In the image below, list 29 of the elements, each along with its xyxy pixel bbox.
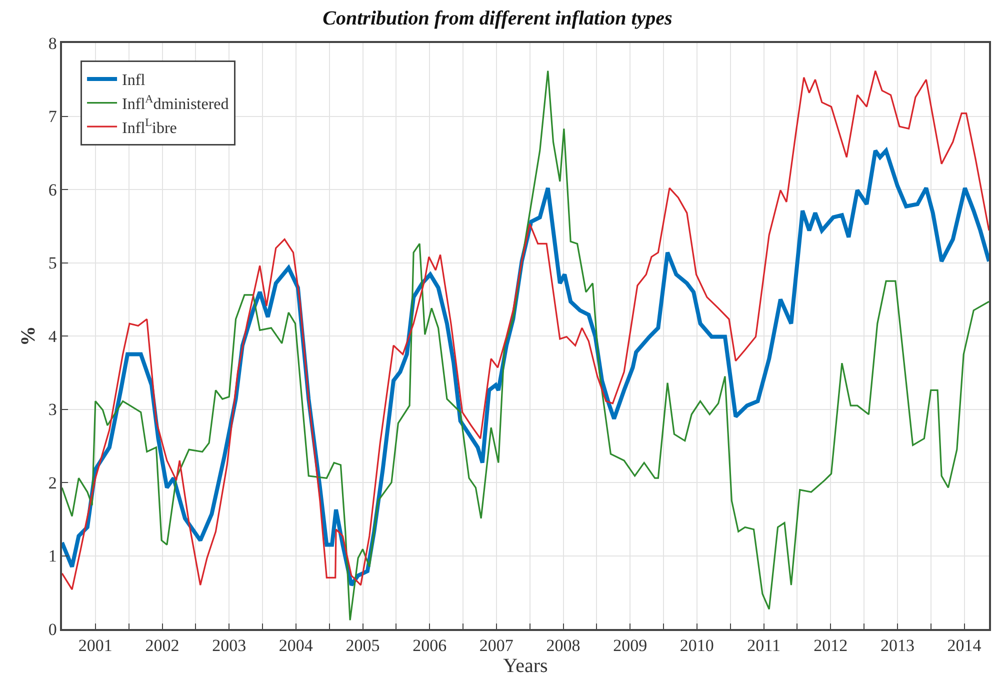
legend-label: Infl <box>122 72 146 90</box>
x-tick-label: 2010 <box>680 636 714 656</box>
x-tick-label: 2007 <box>479 636 514 656</box>
y-tick-label: 5 <box>48 254 57 273</box>
y-tick-label: 7 <box>48 107 58 126</box>
x-tick-label: 2008 <box>546 636 580 656</box>
x-tick-label: 2005 <box>346 636 380 656</box>
x-tick-label: 2009 <box>613 636 648 656</box>
y-tick-label: 0 <box>48 620 57 639</box>
y-tick-label: 2 <box>48 473 57 492</box>
y-tick-label: 4 <box>48 326 58 346</box>
x-tick-label: 2012 <box>814 636 848 656</box>
y-tick-label: 3 <box>48 400 57 420</box>
x-axis-title: Years <box>503 655 548 678</box>
legend-label: Infl$^{L}$ibre <box>122 117 177 137</box>
x-tick-label: 2004 <box>278 636 314 656</box>
y-tick-label: 8 <box>48 34 57 53</box>
x-tick-label: 2013 <box>880 636 914 656</box>
x-tick-label: 2002 <box>145 636 180 656</box>
x-tick-label: 2001 <box>78 636 112 656</box>
x-tick-label: 2006 <box>412 636 447 656</box>
legend-label: Infl$^{A}$dministered <box>122 93 229 114</box>
chart-title: Contribution from different inflation types <box>322 7 673 30</box>
y-axis-title: % <box>17 326 40 346</box>
y-tick-label: 6 <box>48 180 57 200</box>
x-tick-label: 2011 <box>747 636 780 656</box>
x-tick-label: 2003 <box>212 636 246 656</box>
x-tick-label: 2014 <box>947 636 982 656</box>
y-tick-label: 1 <box>48 546 57 566</box>
